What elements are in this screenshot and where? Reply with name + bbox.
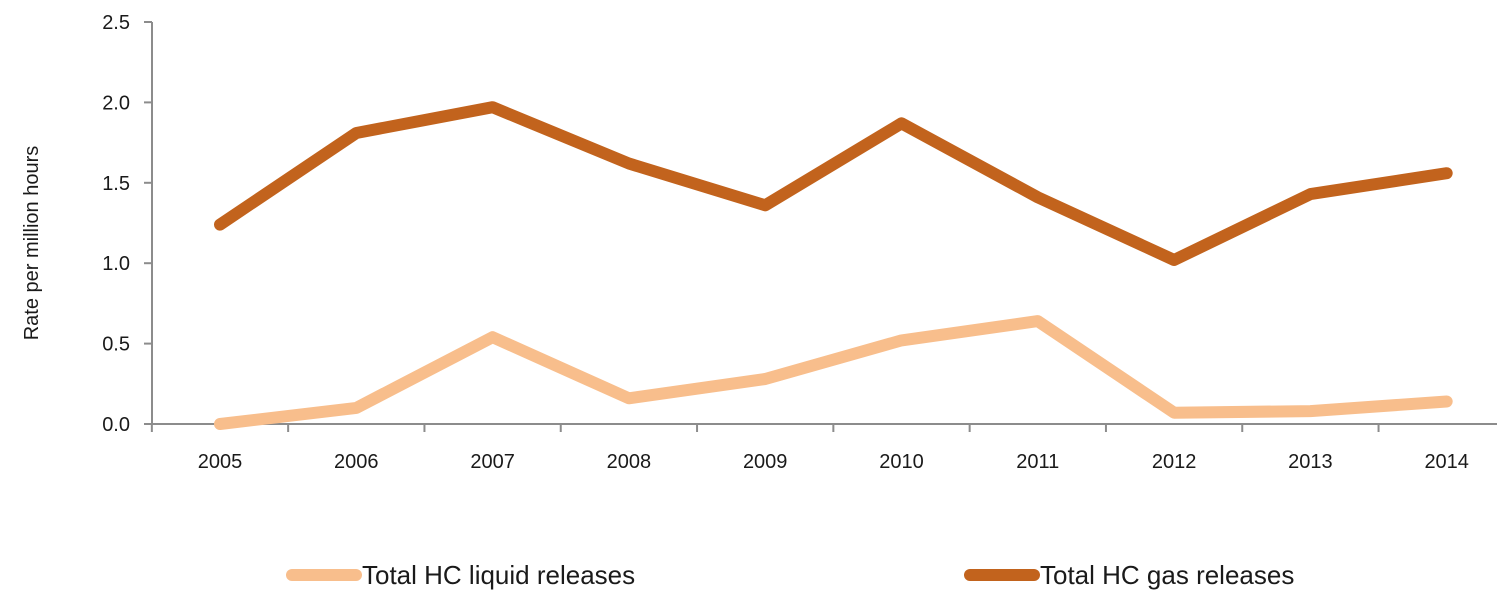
y-tick-label: 2.5 [102, 12, 130, 34]
legend: Total HC liquid releases Total HC gas rel… [286, 560, 1294, 590]
x-tick-label: 2005 [198, 451, 243, 473]
x-tick-label: 2009 [743, 451, 788, 473]
y-tick-label: 1.5 [102, 173, 130, 195]
x-ticks: 2005 2006 2007 2008 2009 2010 2011 2012 2013 2014 [150, 424, 1469, 473]
y-axis-title: Rate per million hours [21, 146, 43, 341]
x-tick-label: 2008 [607, 451, 652, 473]
legend-label: Total HC liquid releases [362, 560, 635, 590]
y-ticks: 0.0 0.5 1.0 1.5 2.0 2.5 [102, 12, 152, 436]
x-tick-label: 2007 [470, 451, 515, 473]
y-tick-label: 2.0 [102, 92, 130, 114]
series-line-1 [214, 315, 1453, 430]
x-tick-label: 2014 [1424, 451, 1469, 473]
x-tick-label: 2012 [1152, 451, 1197, 473]
series-group [214, 101, 1453, 430]
x-tick-label: 2013 [1288, 451, 1333, 473]
y-tick-label: 0.0 [102, 414, 130, 436]
y-tick-label: 1.0 [102, 253, 130, 275]
x-tick-label: 2011 [1016, 451, 1059, 473]
x-tick-label: 2006 [334, 451, 379, 473]
legend-label: Total HC gas releases [1040, 560, 1294, 590]
series-line-2 [214, 101, 1453, 266]
y-tick-label: 0.5 [102, 334, 130, 356]
axes [151, 22, 1497, 425]
x-tick-label: 2010 [879, 451, 924, 473]
